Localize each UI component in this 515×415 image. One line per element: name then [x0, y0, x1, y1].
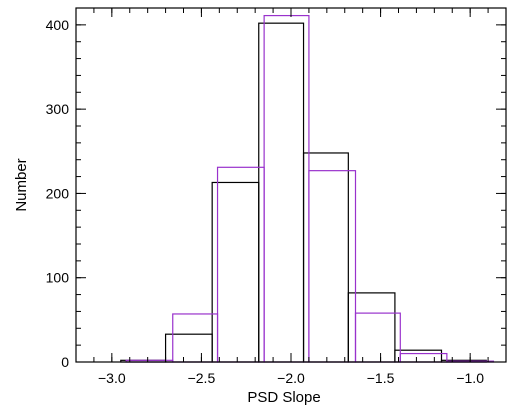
histogram-bar-s0-2: [211, 181, 260, 363]
y-tick-label: 400: [46, 17, 70, 33]
x-tick-label: −1.0: [456, 370, 484, 386]
labels-layer: −3.0 −2.5 −2.0 −1.5 −1.0 0 100 200 300 400: [46, 17, 485, 386]
y-tick-label: 300: [46, 101, 70, 117]
y-tick-label: 0: [61, 354, 69, 370]
x-tick-label: −1.5: [367, 370, 395, 386]
histogram-bar-s1-1: [172, 313, 219, 363]
y-axis-label: Number: [13, 158, 30, 211]
series-layer: [120, 14, 495, 363]
histogram-bar-s0-3: [258, 22, 305, 363]
y-tick-label: 200: [46, 185, 70, 201]
x-tick-label: −2.0: [277, 370, 305, 386]
y-tick-label: 100: [46, 270, 70, 286]
histogram-bar-s1-5: [354, 312, 401, 363]
histogram-bar-s0-4: [302, 152, 349, 363]
plot-frame: [75, 7, 507, 363]
x-tick-label: −2.5: [188, 370, 216, 386]
x-axis-label: PSD Slope: [247, 389, 320, 406]
histogram-bar-s1-3: [263, 14, 310, 363]
histogram-bar-s1-6: [399, 352, 448, 363]
x-tick-label: −3.0: [98, 370, 126, 386]
histogram-bar-s1-2: [216, 166, 265, 363]
axes-layer: [75, 7, 507, 363]
